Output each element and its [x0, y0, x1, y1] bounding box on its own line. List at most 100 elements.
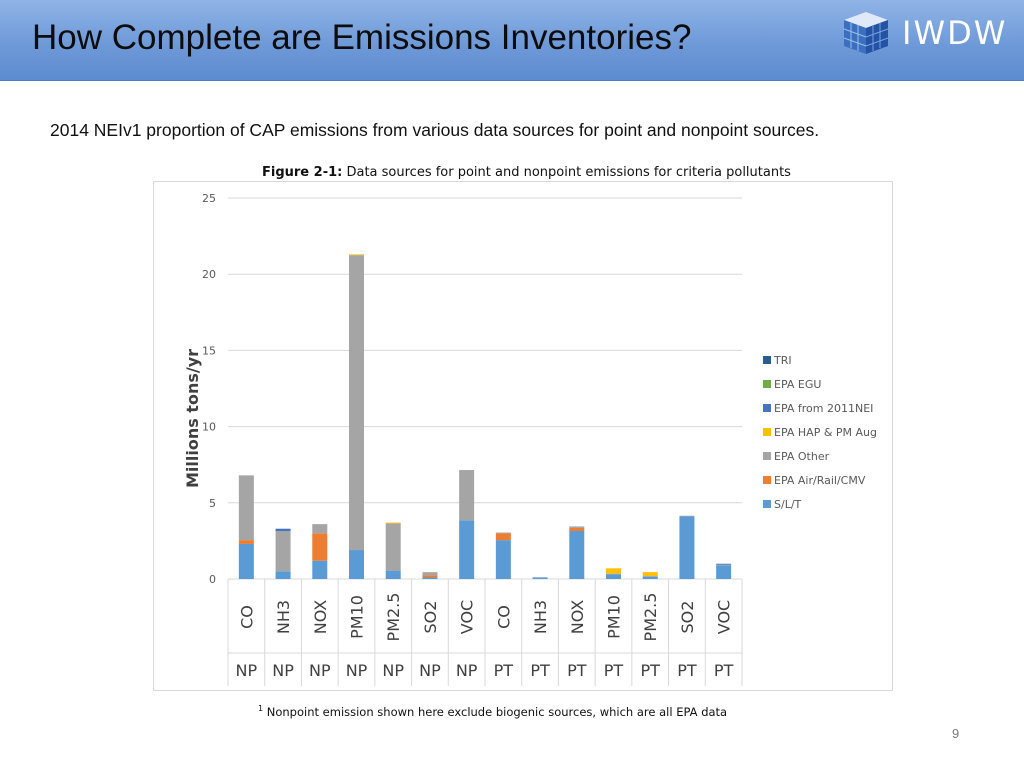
bar-segment: [349, 254, 364, 256]
bar-segment: [312, 533, 328, 561]
bar-segment: [275, 528, 291, 531]
y-tick-label: 20: [202, 268, 216, 281]
x-group-label: PT: [494, 661, 514, 680]
bar-segment: [312, 524, 328, 534]
bar-segment: [349, 255, 364, 551]
legend-swatch: [763, 476, 771, 484]
x-tick-label: VOC: [715, 600, 734, 634]
emissions-bar-chart: 0 5 10 15 20 25 Millions tons/yr CO NP NH3 NP NOX NP…: [183, 192, 877, 686]
bar-segment: [275, 530, 291, 572]
legend-swatch: [763, 428, 771, 436]
x-tick-label: NOX: [568, 600, 587, 635]
iwdw-logo: IWDW: [836, 10, 1006, 60]
bar-segment: [385, 570, 401, 579]
bar-segment: [569, 526, 585, 528]
slide-subtitle: 2014 NEIv1 proportion of CAP emissions f…: [50, 120, 820, 140]
bar-segment: [606, 573, 621, 575]
bar-segment: [422, 572, 438, 576]
x-tick-label: PM2.5: [384, 593, 403, 642]
x-group-label: NP: [346, 661, 368, 680]
cube-logo-icon: [843, 12, 889, 54]
x-tick-label: CO: [237, 605, 256, 629]
x-tick-label: SO2: [421, 601, 440, 634]
x-tick-label: NOX: [311, 600, 330, 635]
bar-segment: [532, 577, 548, 579]
bar-segment: [569, 530, 585, 579]
footnote: 1 Nonpoint emission shown here exclude b…: [258, 704, 727, 719]
bar-segment: [495, 532, 511, 534]
bar-segment: [642, 572, 658, 576]
legend-label: EPA HAP & PM Aug: [774, 426, 877, 439]
figure-caption-text: Data sources for point and nonpoint emis…: [342, 165, 791, 180]
bar-segment: [349, 550, 364, 579]
legend-swatch: [763, 452, 771, 460]
x-group-label: PT: [604, 661, 624, 680]
x-tick-label: NH3: [274, 600, 293, 634]
x-group-label: NP: [309, 661, 331, 680]
legend-label: EPA from 2011NEI: [774, 402, 873, 415]
bar-segment: [459, 470, 475, 521]
legend-swatch: [763, 380, 771, 388]
figure-caption: Figure 2-1: Data sources for point and n…: [262, 165, 791, 180]
legend-label: EPA Other: [774, 450, 830, 463]
legend-label: S/L/T: [774, 498, 802, 511]
y-tick-label: 15: [202, 344, 216, 357]
chart-frame: 0 5 10 15 20 25 Millions tons/yr CO NP NH3 NP NOX NP…: [153, 181, 893, 691]
bar-segment: [716, 565, 732, 579]
x-tick-label: PM10: [348, 595, 367, 639]
bar-segment: [679, 515, 695, 517]
y-tick-label: 10: [202, 421, 216, 434]
bar-segment: [238, 540, 254, 544]
x-group-label: NP: [456, 661, 478, 680]
bar-segment: [275, 571, 291, 579]
bar-segment: [606, 568, 621, 574]
x-tick-label: CO: [494, 605, 513, 629]
x-group-label: NP: [419, 661, 441, 680]
logo-text: IWDW: [902, 14, 1008, 52]
x-group-label: PT: [567, 661, 587, 680]
bar-segment: [606, 574, 621, 579]
bar-segment: [422, 575, 438, 578]
bar-segment: [495, 540, 511, 579]
x-group-label: PT: [530, 661, 550, 680]
page-title: How Complete are Emissions Inventories?: [32, 18, 692, 57]
bar-segment: [679, 516, 695, 579]
x-tick-label: VOC: [458, 600, 477, 634]
legend-swatch: [763, 356, 771, 364]
x-tick-label: SO2: [678, 601, 697, 634]
bar-segment: [532, 578, 548, 580]
legend-label: EPA EGU: [774, 378, 821, 391]
x-group-label: PT: [641, 661, 661, 680]
y-tick-label: 5: [209, 497, 216, 510]
x-tick-label: PM2.5: [641, 593, 660, 642]
figure-caption-label: Figure 2-1:: [262, 165, 343, 180]
x-group-label: NP: [382, 661, 404, 680]
bar-segment: [385, 523, 401, 571]
bar-segment: [569, 527, 585, 531]
y-tick-label: 0: [209, 573, 216, 586]
legend-label: EPA Air/Rail/CMV: [774, 474, 866, 487]
bar-segment: [238, 543, 254, 579]
title-bar: How Complete are Emissions Inventories? …: [0, 0, 1024, 81]
bar-segment: [312, 560, 328, 579]
footnote-mark: 1: [258, 704, 264, 713]
legend-swatch: [763, 404, 771, 412]
bar-segment: [495, 533, 511, 541]
y-tick-label: 25: [202, 192, 216, 205]
x-tick-label: PM10: [605, 595, 624, 639]
bar-segment: [422, 577, 438, 579]
x-tick-label: NH3: [531, 600, 550, 634]
x-group-label: NP: [272, 661, 294, 680]
legend-label: TRI: [773, 354, 792, 367]
bar-segment: [642, 575, 658, 577]
bar-segment: [716, 564, 732, 566]
legend-swatch: [763, 500, 771, 508]
x-group-label: PT: [714, 661, 734, 680]
bar-segment: [716, 563, 732, 565]
x-group-label: PT: [677, 661, 697, 680]
y-axis-label: Millions tons/yr: [183, 349, 202, 488]
bar-segment: [642, 576, 658, 579]
bar-segment: [238, 475, 254, 541]
bar-segment: [385, 522, 401, 524]
x-group-label: NP: [236, 661, 258, 680]
